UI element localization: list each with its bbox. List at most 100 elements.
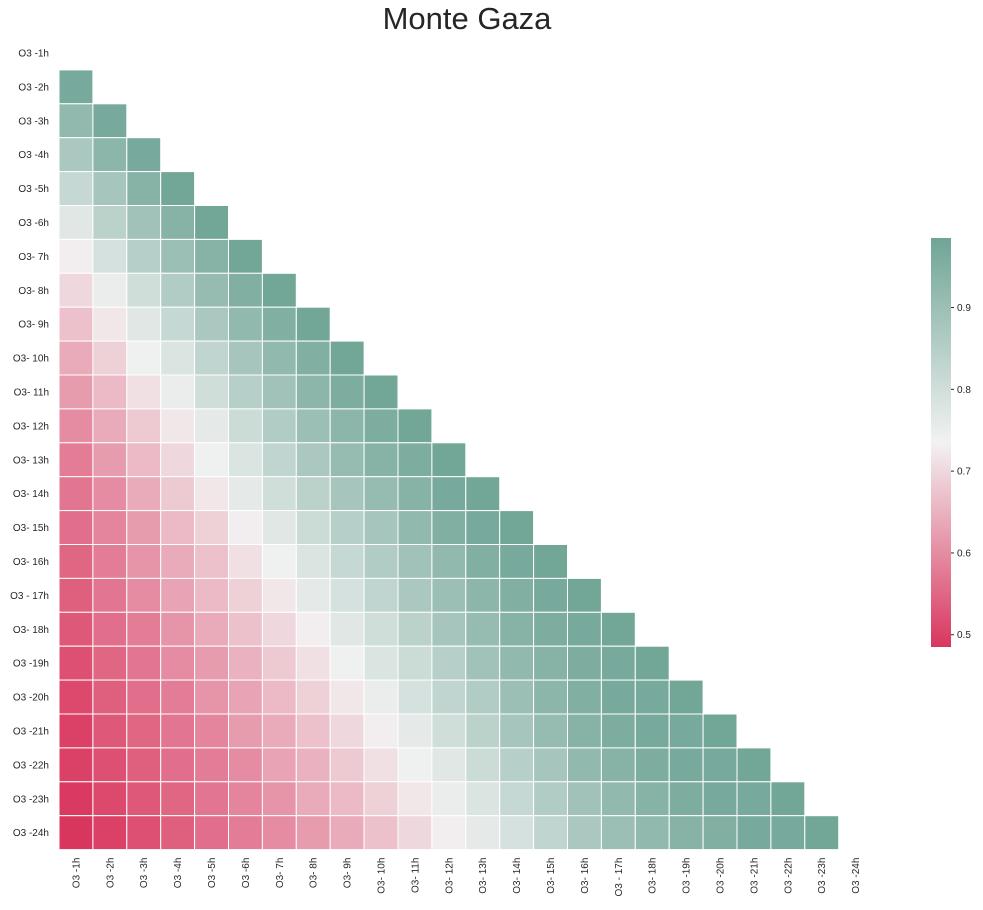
y-tick-label: O3 -21h (13, 726, 49, 737)
heatmap-cell (160, 815, 196, 851)
heatmap-cell (228, 544, 263, 579)
heatmap-cell (295, 510, 331, 546)
x-tick-label: O3 -21h (749, 858, 760, 894)
heatmap-cell (567, 781, 602, 817)
heatmap-cell (228, 272, 263, 308)
heatmap-cell (363, 408, 399, 444)
heatmap-cell (329, 544, 365, 579)
heatmap-cell (261, 476, 297, 512)
heatmap-cell (465, 476, 501, 512)
heatmap-cell (194, 238, 230, 274)
x-tick-labels: O3 -1h O3 -2h O3 -3h O3 -4h O3 -5h O3 -6h O3- … (71, 858, 862, 897)
heatmap-cell (770, 781, 806, 817)
heatmap-cell (329, 815, 365, 851)
heatmap-cell (533, 544, 568, 579)
heatmap-cell (499, 645, 535, 681)
heatmap-cell (567, 645, 602, 681)
x-tick-label: O3- 11h (410, 858, 421, 893)
heatmap-cell (363, 577, 399, 613)
heatmap-cell (668, 747, 704, 783)
heatmap-cell (329, 442, 365, 478)
heatmap-cell (92, 272, 128, 308)
x-tick-label: O3- 9h (343, 858, 354, 889)
heatmap-cell (194, 340, 230, 376)
heatmap-cell (668, 815, 704, 851)
heatmap-cell (702, 713, 738, 749)
heatmap-cell (295, 747, 331, 783)
heatmap-cell (126, 713, 162, 749)
heatmap-cell (126, 679, 162, 715)
heatmap-cell (634, 747, 670, 783)
heatmap-cell (160, 408, 196, 444)
heatmap-cell (363, 781, 399, 817)
colorbar: 0.5 0.6 0.7 0.8 0.9 (931, 238, 971, 647)
heatmap-cell (431, 577, 467, 613)
heatmap-cell (499, 611, 535, 647)
heatmap-cell (58, 69, 94, 105)
heatmap-cell (465, 577, 501, 613)
heatmap-cell (228, 645, 263, 681)
heatmap-cell (126, 577, 162, 613)
heatmap-cell (533, 611, 568, 647)
heatmap-cell (363, 815, 399, 851)
heatmap-cell (160, 781, 196, 817)
heatmap-cell (533, 815, 568, 851)
heatmap-cell (295, 713, 331, 749)
heatmap-cell (431, 781, 467, 817)
y-tick-label: O3 - 17h (10, 591, 49, 602)
heatmap-cell (363, 442, 399, 478)
heatmap-cell (397, 577, 433, 613)
heatmap-cell (397, 679, 433, 715)
heatmap-cell (58, 374, 94, 410)
heatmap-cell (600, 611, 636, 647)
heatmap-cell (261, 781, 297, 817)
heatmap-cell (92, 340, 128, 376)
heatmap-cell (126, 306, 162, 342)
y-tick-label: O3- 7h (18, 252, 49, 263)
heatmap-cell (397, 815, 433, 851)
heatmap-cell (329, 476, 365, 512)
heatmap-cell (58, 103, 94, 139)
heatmap-cell (397, 408, 433, 444)
heatmap-cell (194, 442, 230, 478)
x-tick-label: O3 -22h (783, 858, 794, 894)
heatmap-cell (92, 577, 128, 613)
heatmap-cell (600, 747, 636, 783)
heatmap-cell (194, 577, 230, 613)
heatmap-cell (58, 137, 94, 173)
x-tick-label: O3- 7h (275, 858, 286, 889)
heatmap-cell (736, 815, 772, 851)
heatmap-cell (397, 442, 433, 478)
colorbar-tick-label: 0.5 (957, 630, 971, 641)
heatmap-cell (92, 713, 128, 749)
heatmap-cell (58, 510, 94, 546)
heatmap-cell (92, 442, 128, 478)
heatmap-cell (228, 408, 263, 444)
y-tick-label: O3 -22h (13, 760, 49, 771)
heatmap-cell (634, 781, 670, 817)
x-tick-label: O3- 10h (377, 858, 388, 894)
heatmap-cell (58, 679, 94, 715)
heatmap-cell (499, 679, 535, 715)
heatmap-cell (668, 781, 704, 817)
heatmap-cell (160, 747, 196, 783)
heatmap-cell (702, 781, 738, 817)
heatmap-cell (228, 611, 263, 647)
heatmap-cell (261, 374, 297, 410)
heatmap-cell (431, 442, 467, 478)
heatmap-cell (329, 611, 365, 647)
heatmap-cell (160, 238, 196, 274)
heatmap-cell (58, 205, 94, 240)
x-tick-label: O3- 16h (580, 858, 591, 894)
heatmap-cell (160, 713, 196, 749)
heatmap-cell (58, 238, 94, 274)
heatmap-cell (58, 645, 94, 681)
heatmap-cell (465, 611, 501, 647)
y-tick-label: O3 -24h (13, 828, 49, 839)
heatmap-cell (194, 205, 230, 240)
heatmap-cell (58, 408, 94, 444)
heatmap-cell (600, 645, 636, 681)
heatmap-cell (92, 103, 128, 139)
heatmap-cell (160, 205, 196, 240)
